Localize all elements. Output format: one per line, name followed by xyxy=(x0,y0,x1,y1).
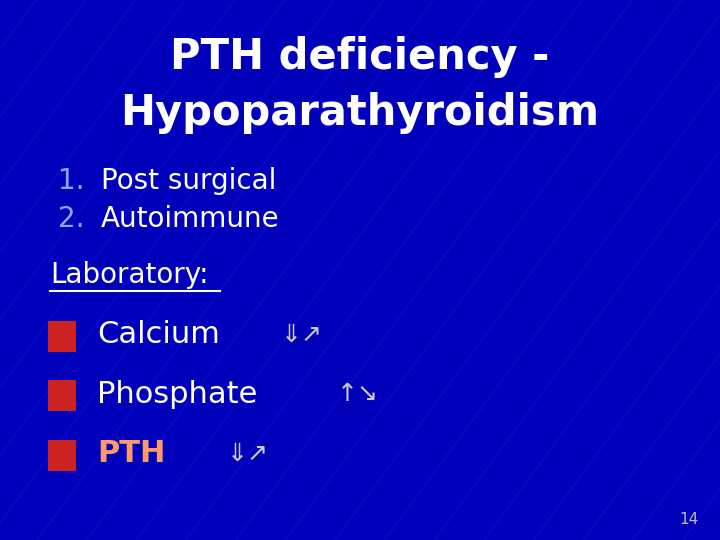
Text: Phosphate: Phosphate xyxy=(97,380,258,409)
Text: ↑↘: ↑↘ xyxy=(337,382,379,406)
Text: Autoimmune: Autoimmune xyxy=(101,205,279,233)
Text: 1.: 1. xyxy=(58,167,84,195)
Text: Calcium: Calcium xyxy=(97,320,220,349)
Text: PTH deficiency -: PTH deficiency - xyxy=(171,36,549,78)
Text: Hypoparathyroidism: Hypoparathyroidism xyxy=(120,92,600,134)
Bar xyxy=(48,440,76,471)
Text: Laboratory:: Laboratory: xyxy=(50,261,209,289)
Text: Post surgical: Post surgical xyxy=(101,167,276,195)
Text: 14: 14 xyxy=(679,511,698,526)
Bar xyxy=(48,380,76,411)
Text: ⇓↗: ⇓↗ xyxy=(227,442,269,465)
Bar xyxy=(48,321,76,352)
Text: 2.: 2. xyxy=(58,205,84,233)
Text: PTH: PTH xyxy=(97,439,166,468)
Text: ⇓↗: ⇓↗ xyxy=(281,323,323,347)
